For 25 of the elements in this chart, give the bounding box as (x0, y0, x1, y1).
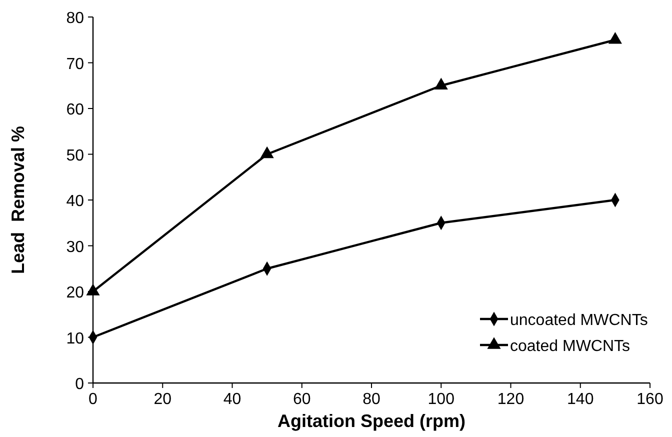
y-tick-label: 70 (66, 56, 84, 73)
legend-label: uncoated MWCNTs (510, 312, 648, 329)
x-tick-label: 160 (636, 391, 664, 408)
y-tick-label: 50 (66, 147, 84, 164)
y-tick-label: 0 (75, 376, 84, 393)
x-tick-label: 140 (567, 391, 594, 408)
point (434, 78, 448, 90)
y-tick-label: 40 (66, 193, 84, 210)
x-tick-label: 0 (88, 391, 98, 408)
x-tick-label: 40 (223, 391, 242, 408)
y-tick-label: 60 (66, 102, 84, 118)
y-axis-title: Lead Removal % (8, 126, 28, 274)
x-tick-label: 20 (154, 391, 172, 408)
x-axis-title: Agitation Speed (rpm) (278, 411, 466, 431)
y-tick-label: 10 (66, 330, 84, 348)
point (608, 32, 622, 44)
x-tick-label: 60 (292, 391, 311, 408)
x-tick-label: 120 (497, 391, 524, 408)
x-tick-label: 100 (428, 391, 455, 408)
legend-label: coated MWCNTs (510, 338, 630, 355)
y-tick-label: 30 (66, 238, 84, 256)
x-tick-label: 80 (362, 391, 380, 408)
point (260, 146, 274, 158)
y-tick-label: 80 (66, 10, 84, 27)
y-tick-label: 20 (66, 284, 84, 302)
